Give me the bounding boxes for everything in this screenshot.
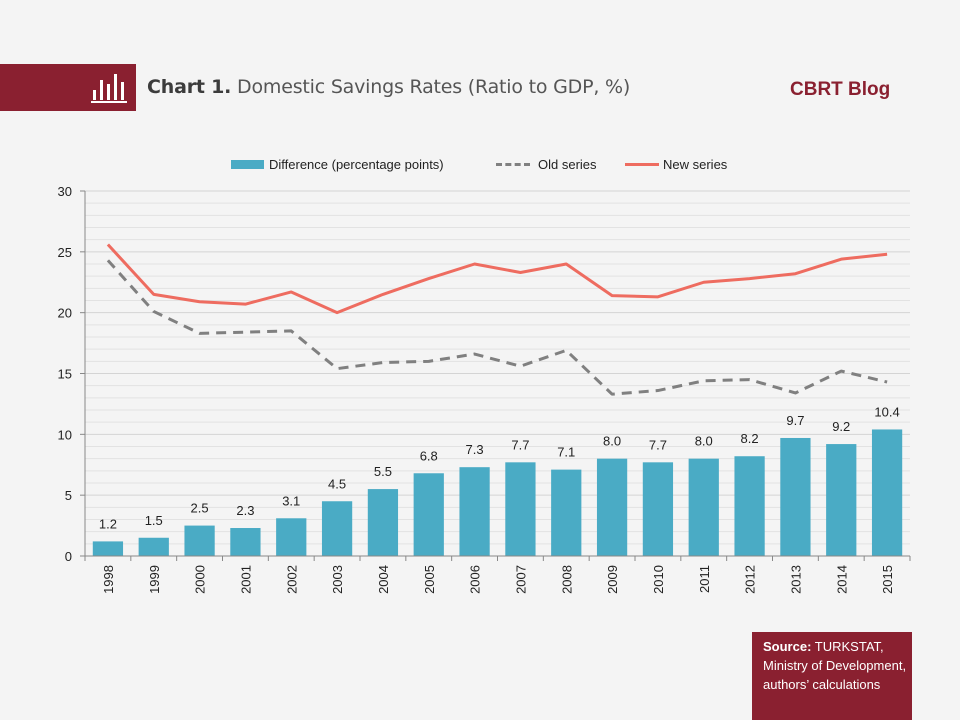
bar-2000 <box>184 525 215 556</box>
bar-data-label: 8.0 <box>695 434 713 449</box>
bar-2004 <box>367 489 399 556</box>
y-tick-label: 5 <box>65 488 72 503</box>
x-tick-label: 2011 <box>697 565 712 593</box>
bar-2015 <box>871 429 903 556</box>
x-tick-label: 2009 <box>605 565 620 594</box>
bar-data-label: 8.0 <box>603 434 621 449</box>
x-tick-label: 2014 <box>834 565 849 594</box>
x-tick-label: 2013 <box>788 565 803 594</box>
y-tick-label: 25 <box>58 245 72 260</box>
bar-2007 <box>505 462 536 556</box>
bar-2001 <box>230 528 261 556</box>
bar-data-label: 5.5 <box>374 464 392 479</box>
legend-label-new-series: New series <box>663 157 728 172</box>
source-label: Source: <box>763 639 812 654</box>
bar-data-label: 1.5 <box>145 513 163 528</box>
x-tick-label: 2012 <box>743 565 758 594</box>
source-box: Source: TURKSTAT, Ministry of Developmen… <box>752 632 912 720</box>
legend-item-difference: Difference (percentage points) <box>231 157 444 172</box>
x-tick-label: 2010 <box>651 565 666 594</box>
legend-swatch-solid-line <box>625 163 659 166</box>
chart-number: Chart 1. <box>147 76 232 98</box>
bar-data-label: 2.3 <box>236 503 254 518</box>
legend-item-new-series: New series <box>625 157 727 172</box>
bar-2012 <box>734 456 765 556</box>
bar-data-label: 10.4 <box>874 404 899 419</box>
bar-data-label: 3.1 <box>282 493 300 508</box>
x-tick-label: 1998 <box>101 565 116 594</box>
bar-data-label: 2.5 <box>191 501 209 516</box>
bar-data-label: 7.1 <box>557 445 575 460</box>
y-tick-label: 15 <box>58 367 72 382</box>
bar-2003 <box>321 501 353 556</box>
chart-title: Chart 1. Domestic Savings Rates (Ratio t… <box>147 76 630 98</box>
legend-swatch-dashed-line <box>496 163 530 166</box>
x-tick-label: 2004 <box>376 565 391 594</box>
bar-2014 <box>826 444 857 556</box>
bar-data-label: 8.2 <box>741 431 759 446</box>
x-tick-label: 2000 <box>193 565 208 594</box>
bar-1999 <box>138 537 169 556</box>
x-tick-label: 2002 <box>284 565 299 594</box>
new-series-line <box>106 243 888 315</box>
legend-label-difference: Difference (percentage points) <box>269 157 444 172</box>
bar-data-label: 6.8 <box>420 448 438 463</box>
x-tick-label: 2008 <box>559 565 574 594</box>
bar-2011 <box>688 458 719 556</box>
legend-label-old-series: Old series <box>538 157 597 172</box>
x-tick-label: 2006 <box>468 565 483 594</box>
bar-2010 <box>642 462 674 556</box>
legend-swatch-bar <box>231 160 264 169</box>
bar-data-label: 7.3 <box>466 442 484 457</box>
bar-2013 <box>780 437 811 556</box>
old-series-line <box>106 259 888 396</box>
bar-chart-icon <box>91 74 127 103</box>
header-band <box>0 64 136 111</box>
x-tick-label: 2007 <box>513 565 528 594</box>
bar-data-label: 7.7 <box>511 437 529 452</box>
bar-data-label: 1.2 <box>99 516 117 531</box>
y-tick-label: 20 <box>58 306 72 321</box>
bar-2006 <box>459 467 490 556</box>
x-tick-label: 1999 <box>147 565 162 594</box>
y-tick-label: 30 <box>58 184 72 199</box>
bar-2008 <box>551 469 582 556</box>
source-text: TURKSTAT, Ministry of Development, autho… <box>763 639 907 692</box>
bar-2005 <box>413 473 444 556</box>
chart-title-text: Domestic Savings Rates (Ratio to GDP, %) <box>237 76 631 98</box>
bar-data-label: 9.7 <box>786 413 804 428</box>
x-tick-label: 2005 <box>422 565 437 594</box>
x-tick-label: 2015 <box>880 565 895 594</box>
x-tick-label: 2001 <box>238 565 253 594</box>
bar-data-label: 4.5 <box>328 476 346 491</box>
bar-data-label: 9.2 <box>832 419 850 434</box>
legend-item-old-series: Old series <box>496 157 597 172</box>
y-tick-label: 10 <box>58 427 72 442</box>
bar-2009 <box>596 458 628 556</box>
bar-2002 <box>276 518 307 556</box>
bar-data-label: 7.7 <box>649 437 667 452</box>
brand-label: CBRT Blog <box>790 79 891 100</box>
bar-1998 <box>92 541 124 556</box>
x-tick-label: 2003 <box>330 565 345 594</box>
y-tick-label: 0 <box>65 549 72 564</box>
